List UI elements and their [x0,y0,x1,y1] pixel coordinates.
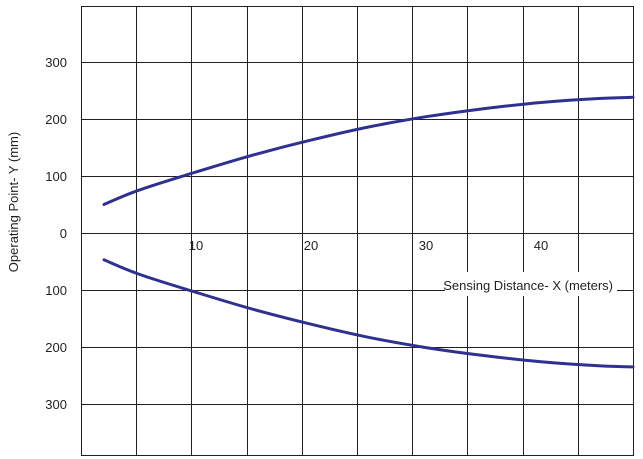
y-tick-labels: 300 200 100 0 100 200 300 [45,55,67,412]
upper-curve [102,95,635,206]
y-tick-label: 100 [45,169,67,184]
chart-grid [81,6,634,456]
x-tick-labels: 10 20 30 40 [189,238,548,253]
y-tick-label: 200 [45,112,67,127]
y-tick-label: 300 [45,55,67,70]
series-lines [102,95,635,369]
x-axis-label-background [445,272,617,296]
x-axis-label: Sensing Distance- X (meters) [443,278,613,293]
y-tick-label: 0 [60,226,67,241]
x-tick-label: 30 [419,238,433,253]
x-tick-label: 20 [304,238,318,253]
x-tick-label: 10 [189,238,203,253]
y-tick-label: 200 [45,340,67,355]
lower-curve [102,258,635,369]
y-tick-label: 100 [45,283,67,298]
y-tick-label: 300 [45,397,67,412]
x-tick-label: 40 [534,238,548,253]
y-axis-label: Operating Point- Y (mm) [6,132,21,272]
